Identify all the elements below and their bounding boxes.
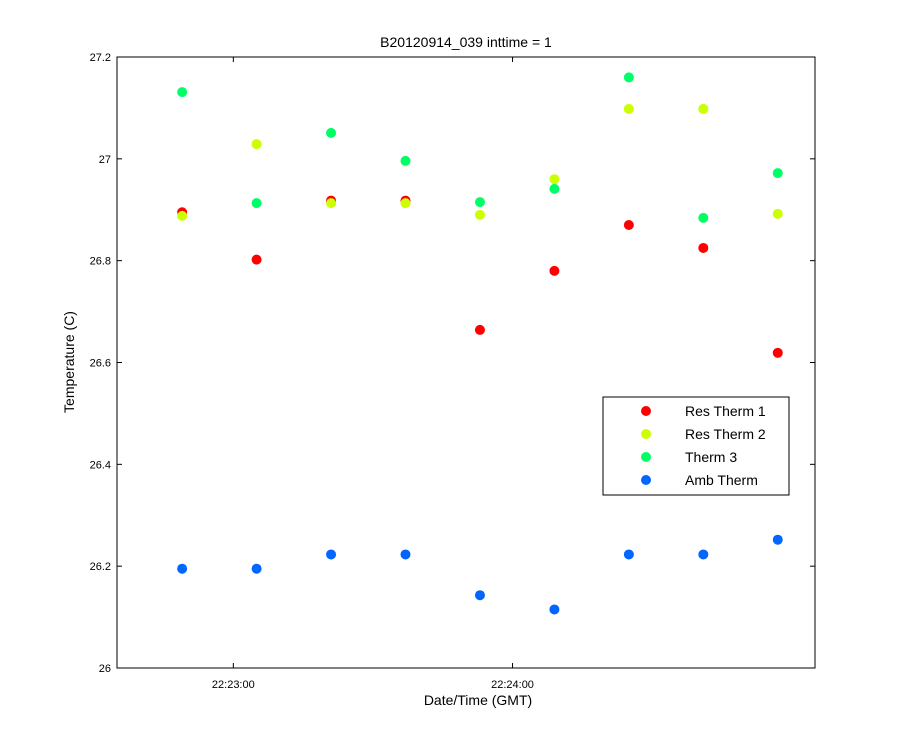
y-tick-label: 26.2 <box>90 561 111 573</box>
legend-marker <box>641 406 651 416</box>
data-point <box>698 212 709 223</box>
legend-label: Res Therm 2 <box>685 426 766 442</box>
plot-area <box>116 56 816 669</box>
data-point <box>623 220 634 231</box>
data-point <box>549 265 560 276</box>
data-point <box>549 604 560 615</box>
legend-marker <box>641 429 651 439</box>
data-point <box>251 198 262 209</box>
data-point <box>251 139 262 150</box>
data-point <box>326 127 337 138</box>
data-point <box>251 254 262 265</box>
series-2 <box>177 72 783 223</box>
x-tick-label: 22:23:00 <box>212 679 255 691</box>
data-point <box>698 549 709 560</box>
data-point <box>177 563 188 574</box>
legend: Res Therm 1 Res Therm 2 Therm 3 Amb Therm <box>602 396 790 496</box>
data-point <box>772 168 783 179</box>
data-point <box>623 72 634 83</box>
y-tick-label: 26.6 <box>90 358 111 370</box>
chart-title: B20120914_039 inttime = 1 <box>380 34 552 50</box>
data-point <box>177 210 188 221</box>
y-tick-label: 27 <box>99 154 111 166</box>
data-point <box>772 534 783 545</box>
x-axis-label: Date/Time (GMT) <box>424 692 532 708</box>
data-point <box>549 174 560 185</box>
data-point <box>549 183 560 194</box>
data-point <box>772 208 783 219</box>
legend-label: Therm 3 <box>685 449 737 465</box>
legend-marker <box>641 475 651 485</box>
data-point <box>698 242 709 253</box>
series-3 <box>177 534 783 615</box>
x-tick-label: 22:24:00 <box>491 679 534 691</box>
data-point <box>474 197 485 208</box>
legend-box <box>602 396 790 496</box>
data-point <box>326 198 337 209</box>
data-point <box>772 347 783 358</box>
data-point <box>474 590 485 601</box>
data-point <box>623 103 634 114</box>
y-axis-label: Temperature (C) <box>61 311 77 413</box>
data-point <box>326 549 337 560</box>
data-point <box>400 549 411 560</box>
series-1 <box>177 103 783 221</box>
data-point <box>698 103 709 114</box>
legend-marker <box>641 452 651 462</box>
y-axis: 26 26.2 26.4 26.6 26.8 27 27.2 <box>90 52 815 675</box>
data-point <box>251 563 262 574</box>
legend-label: Amb Therm <box>685 472 758 488</box>
data-points <box>177 72 783 615</box>
data-point <box>177 87 188 98</box>
y-tick-label: 27.2 <box>90 52 111 64</box>
data-point <box>400 155 411 166</box>
legend-label: Res Therm 1 <box>685 403 766 419</box>
data-point <box>474 324 485 335</box>
y-tick-label: 26.8 <box>90 256 111 268</box>
data-point <box>400 198 411 209</box>
x-axis: 22:23:00 22:24:00 <box>212 57 534 691</box>
y-tick-label: 26.4 <box>90 459 111 471</box>
data-point <box>623 549 634 560</box>
data-point <box>474 209 485 220</box>
y-tick-label: 26 <box>99 663 111 675</box>
